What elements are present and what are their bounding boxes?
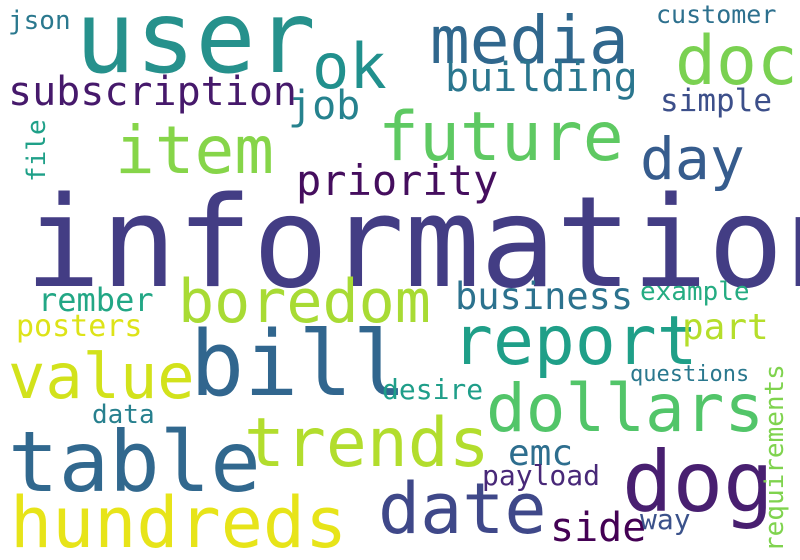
word-future: future (378, 98, 624, 177)
word-priority: priority (296, 156, 499, 205)
word-boredom: boredom (178, 267, 431, 337)
word-business: business (455, 275, 634, 318)
word-dollars: dollars (486, 370, 765, 447)
word-subscription: subscription (8, 69, 297, 115)
word-day: day (640, 125, 745, 193)
word-customer: customer (656, 0, 777, 29)
word-file: file (22, 119, 52, 182)
word-questions: questions (630, 362, 750, 387)
word-doc: doc (675, 22, 798, 101)
word-date: date (378, 468, 547, 550)
word-job: job (288, 83, 361, 129)
word-information: information (25, 169, 800, 316)
word-desire: desire (382, 373, 484, 406)
word-payload: payload (482, 459, 601, 492)
word-hundreds: hundreds (10, 482, 348, 560)
word-side: side (550, 505, 647, 551)
word-posters: posters (16, 309, 143, 344)
word-data: data (92, 400, 155, 430)
word-report: report (452, 302, 698, 381)
word-way: way (640, 503, 691, 536)
word-simple: simple (660, 83, 772, 119)
word-value: value (8, 340, 195, 413)
word-emc: emc (508, 433, 574, 474)
word-bill: bill (190, 312, 407, 417)
word-table: table (8, 413, 261, 511)
word-example: example (640, 277, 750, 307)
word-item: item (115, 112, 274, 189)
word-user: user (75, 0, 316, 96)
word-ok: ok (312, 30, 387, 103)
word-rember: rember (38, 281, 154, 319)
word-json: json (8, 6, 71, 36)
word-dog: dog (622, 433, 774, 531)
word-media: media (430, 2, 629, 79)
word-trends: trends (244, 404, 490, 483)
word-requirements: requirements (760, 364, 790, 552)
word-part: part (682, 307, 769, 348)
word-building: building (445, 55, 638, 101)
